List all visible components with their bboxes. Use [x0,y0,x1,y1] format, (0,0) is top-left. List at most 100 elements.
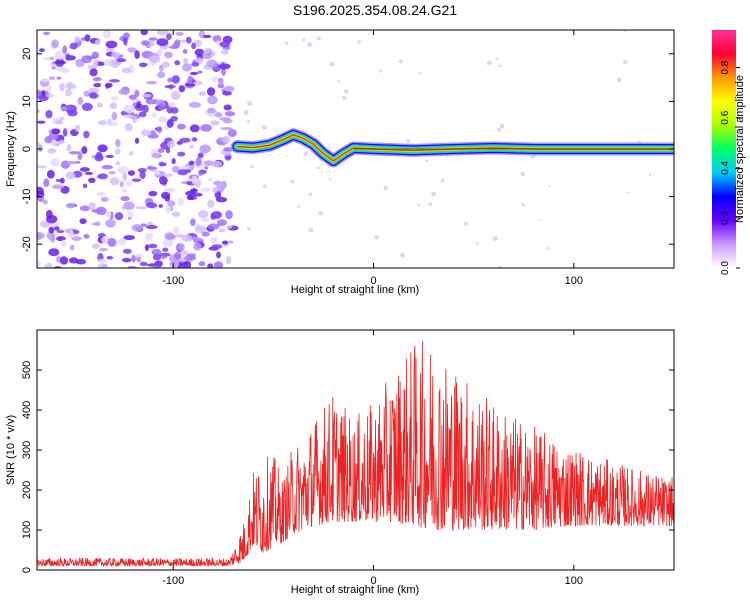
spectrogram-sparse-point [425,159,429,163]
colorbar-gradient [712,30,736,268]
spectrogram-sparse-point [417,203,421,207]
colorbar-tick-label: 0.0 [720,261,731,275]
spectrogram-noise-blob [161,61,170,68]
spectrogram-noise-blob [38,144,43,153]
spectrogram-noise-blob [97,119,108,126]
spectrogram-x-tick-label: 100 [565,275,583,287]
spectrogram-noise-blob [75,160,81,164]
spectrogram-sparse-point [302,38,306,42]
spectrogram-noise-blob [191,79,196,83]
spectrogram-noise-blob [56,229,65,234]
spectrogram-noise-blob [168,101,176,108]
spectrogram-noise-blob [225,210,233,220]
spectrogram-noise-blob [183,57,189,65]
snr-series-lines [37,341,674,568]
spectrogram-noise-blob [122,172,128,182]
spectrogram-noise-blob [191,42,196,50]
spectrogram-noise-blob [222,90,232,96]
spectrogram-noise-blob [218,78,224,86]
spectrogram-sparse-point [406,139,411,144]
spectrogram-sparse-point [648,173,652,176]
spectrogram-noise-blob [166,119,174,128]
spectrogram-y-tick-label: 0 [21,146,33,152]
spectrogram-noise-blob [227,129,237,137]
spectrogram-sparse-point [308,227,314,233]
spectrogram-noise-blob [165,205,172,214]
spectrogram-noise-blob [211,76,218,82]
spectrogram-sparse-point [383,185,388,191]
spectrogram-noise-blob [188,101,201,108]
spectrogram-noise-blob [162,238,174,248]
spectrogram-noise-blob [136,100,142,109]
spectrogram-noise-blob [139,261,148,267]
spectrogram-noise-blob [184,83,196,87]
spectrogram-noise-blob [174,39,181,45]
spectrogram-noise-blob [121,188,128,193]
spectrogram-noise-blob [179,39,187,43]
spectrogram-noise-blob [65,171,76,180]
spectrogram-noise-blob [60,106,68,111]
spectrogram-sparse-point [342,95,347,100]
spectrogram-sparse-point [316,166,320,170]
spectrogram-noise-blob [119,181,124,188]
spectrogram-noise-blob [208,177,213,182]
spectrogram-noise-blob [198,261,206,267]
spectrogram-noise-blob [210,120,220,126]
spectrogram-noise-blob [206,87,216,96]
spectrogram-noise-blob [222,240,229,245]
spectrogram-noise-blob [167,77,173,83]
spectrogram-noise-blob [54,50,67,60]
spectrogram-noise-layer [37,30,652,268]
spectrogram-sparse-point [262,125,267,130]
spectrogram-noise-blob [124,123,133,132]
spectrogram-sparse-point [329,61,335,67]
spectrogram-noise-blob [135,206,147,210]
spectrogram-noise-blob [154,170,160,175]
spectrogram-noise-blob [54,67,67,72]
spectrogram-noise-blob [190,218,196,227]
spectrogram-noise-blob [213,180,222,186]
spectrogram-noise-blob [216,251,221,259]
spectrogram-sparse-point [297,205,301,209]
snr-x-tick-label: 0 [370,575,376,587]
spectrogram-x-tick-label: 0 [370,275,376,287]
spectrogram-y-tick-label: 20 [21,48,33,60]
spectrogram-sparse-point [398,59,403,64]
spectrogram-noise-blob [46,84,52,93]
spectrogram-noise-blob [67,109,78,117]
snr-y-tick-label: 500 [21,361,33,379]
spectrogram-noise-blob [158,116,167,123]
spectrogram-noise-blob [51,117,63,125]
spectrogram-noise-blob [156,38,169,46]
spectrogram-noise-blob [105,154,114,158]
spectrogram-noise-blob [91,209,103,213]
spectrogram-noise-blob [68,151,80,155]
spectrogram-noise-blob [79,205,91,212]
spectrogram-noise-blob [224,111,236,117]
spectrogram-noise-blob [114,139,121,148]
spectrogram-noise-blob [156,30,169,36]
spectrogram-noise-blob [171,211,181,217]
spectrogram-y-label: Frequency (Hz) [5,111,17,187]
spectrogram-noise-blob [109,102,117,110]
spectrogram-noise-blob [88,87,100,94]
spectrogram-noise-blob [152,254,162,261]
spectrogram-x-axis: -100 0 100 [162,30,583,287]
spectrogram-noise-blob [157,126,162,134]
spectrogram-noise-blob [164,84,176,89]
spectrogram-sparse-point [246,226,251,231]
spectrogram-noise-blob [109,79,120,83]
spectrogram-noise-blob [54,60,67,65]
spectrogram-noise-blob [146,166,158,170]
spectrogram-noise-blob [111,111,118,121]
spectrogram-sparse-point [262,184,267,189]
spectrogram-noise-blob [189,144,195,149]
spectrogram-noise-blob [147,243,158,249]
spectrogram-noise-blob [163,187,176,193]
spectrogram-y-tick-label: -20 [21,236,33,252]
spectrogram-noise-blob [37,232,42,241]
chart-title: S196.2025.354.08.24.G21 [292,2,458,18]
spectrogram-noise-blob [88,202,96,210]
spectrogram-noise-blob [181,234,193,242]
